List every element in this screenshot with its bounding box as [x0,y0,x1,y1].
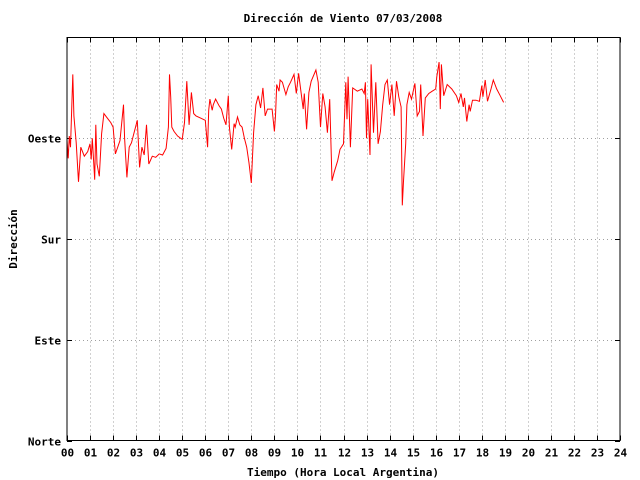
x-tick-label: 11 [314,447,328,460]
x-tick-label: 09 [268,447,281,460]
x-tick-label: 06 [199,447,213,460]
x-tick-labels: 00 01 02 03 04 05 06 07 08 09 10 11 12 13 14 15 16 17 18 19… [61,447,628,460]
x-tick-label: 14 [384,447,398,460]
wind-direction-series-line [66,62,505,206]
x-tick-label: 21 [545,447,559,460]
plot-frame [66,37,621,441]
x-tick-label: 13 [361,447,374,460]
x-tick-label: 07 [222,447,235,460]
x-tick-label: 20 [522,447,535,460]
x-tick-label: 04 [153,447,167,460]
x-tick-label: 08 [245,447,258,460]
x-tick-label: 15 [407,447,420,460]
x-tick-label: 05 [176,447,189,460]
x-tick-label: 23 [591,447,604,460]
x-tick-label: 10 [291,447,304,460]
y-axis-label: Dirección [7,209,20,269]
x-tick-label: 19 [499,447,512,460]
grid-lines [67,37,620,441]
x-tick-label: 12 [338,447,351,460]
x-axis-label: Tiempo (Hora Local Argentina) [247,466,439,479]
y-tick-label: Sur [41,234,61,247]
y-tick-labels: Norte Este Sur Oeste [28,133,61,449]
x-tick-label: 03 [130,447,143,460]
y-tick-label: Este [35,335,62,348]
x-tick-label: 00 [61,447,74,460]
x-tick-label: 01 [84,447,98,460]
x-tick-label: 24 [614,447,628,460]
x-tick-label: 02 [107,447,120,460]
y-tick-label: Oeste [28,133,61,146]
axis-ticks [67,37,621,442]
x-tick-label: 16 [430,447,444,460]
x-tick-label: 22 [568,447,581,460]
x-tick-label: 18 [476,447,489,460]
x-tick-label: 17 [453,447,466,460]
chart-title: Dirección de Viento 07/03/2008 [244,12,443,25]
y-tick-label: Norte [28,436,61,449]
